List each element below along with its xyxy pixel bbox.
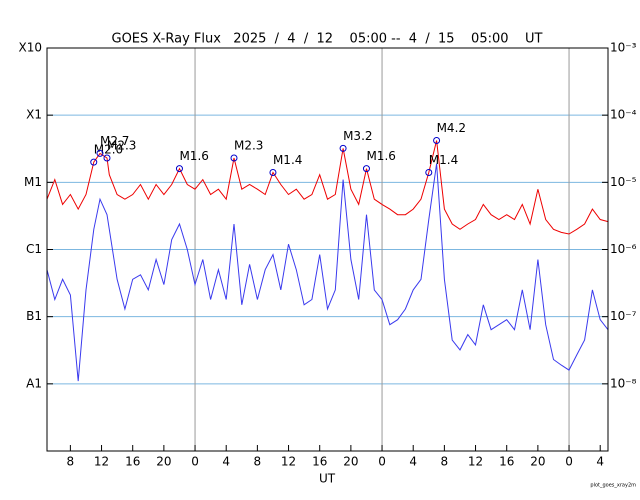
flare-label: M1.6	[366, 149, 395, 163]
series-line	[46, 163, 609, 382]
y2-tick-label: 10⁻³	[610, 41, 637, 55]
flare-label: M2.3	[107, 139, 136, 153]
flare-label: M2.0	[94, 143, 123, 157]
x-tick-label: 16	[499, 455, 514, 469]
x-tick-label: 16	[125, 455, 140, 469]
flare-marker	[425, 169, 433, 177]
x-tick-label: 0	[565, 455, 573, 469]
flare-marker	[103, 154, 111, 162]
x-tick-label: 12	[468, 455, 483, 469]
x-tick-label: 16	[312, 455, 327, 469]
flare-label: M1.4	[429, 153, 458, 167]
y2-tick-label: 10⁻⁴	[610, 108, 637, 122]
flare-label: M3.2	[343, 129, 372, 143]
x-tick-label: 12	[281, 455, 296, 469]
flare-label: M4.2	[437, 121, 466, 135]
plot-frame	[46, 47, 609, 452]
chart-title: GOES X-Ray Flux 2025 / 4 / 12 05:00 -- 4…	[112, 32, 543, 47]
x-tick-label: 20	[343, 455, 358, 469]
y2-tick-label: 10⁻⁵	[610, 175, 637, 189]
flare-label: M1.4	[273, 153, 302, 167]
x-tick-label: 4	[409, 455, 417, 469]
y-tick-label: C1	[26, 242, 42, 256]
y2-tick-label: 10⁻⁸	[610, 376, 637, 390]
x-tick-label: 8	[67, 455, 75, 469]
y-tick-label: B1	[26, 309, 42, 323]
flare-marker	[230, 154, 238, 162]
flare-marker	[175, 165, 183, 173]
x-tick-label: 12	[94, 455, 109, 469]
flare-marker	[362, 165, 370, 173]
series-line	[46, 140, 609, 235]
footer: plot_goes_xray2m	[590, 483, 636, 489]
x-tick-label: 8	[254, 455, 262, 469]
y-tick-label: A1	[26, 376, 42, 390]
x-tick-label: 0	[378, 455, 386, 469]
y2-tick-label: 10⁻⁷	[610, 309, 637, 323]
flare-marker	[90, 158, 98, 166]
flare-marker	[339, 144, 347, 152]
flare-marker	[269, 169, 277, 177]
flare-label: M2.3	[234, 139, 263, 153]
flare-label: M1.6	[179, 149, 208, 163]
x-tick-label: 20	[530, 455, 545, 469]
x-axis-label: UT	[319, 472, 336, 486]
y-tick-label: X1	[26, 108, 42, 122]
x-tick-label: 0	[191, 455, 199, 469]
x-tick-label: 4	[596, 455, 604, 469]
x-tick-label: 8	[441, 455, 449, 469]
x-tick-label: 20	[156, 455, 171, 469]
y-tick-label: M1	[24, 175, 42, 189]
flare-marker	[433, 136, 441, 144]
y-tick-label: X10	[19, 41, 43, 55]
x-tick-label: 4	[222, 455, 230, 469]
flare-marker	[96, 149, 104, 157]
y2-tick-label: 10⁻⁶	[610, 242, 637, 256]
flare-label: M2.7	[100, 134, 129, 148]
